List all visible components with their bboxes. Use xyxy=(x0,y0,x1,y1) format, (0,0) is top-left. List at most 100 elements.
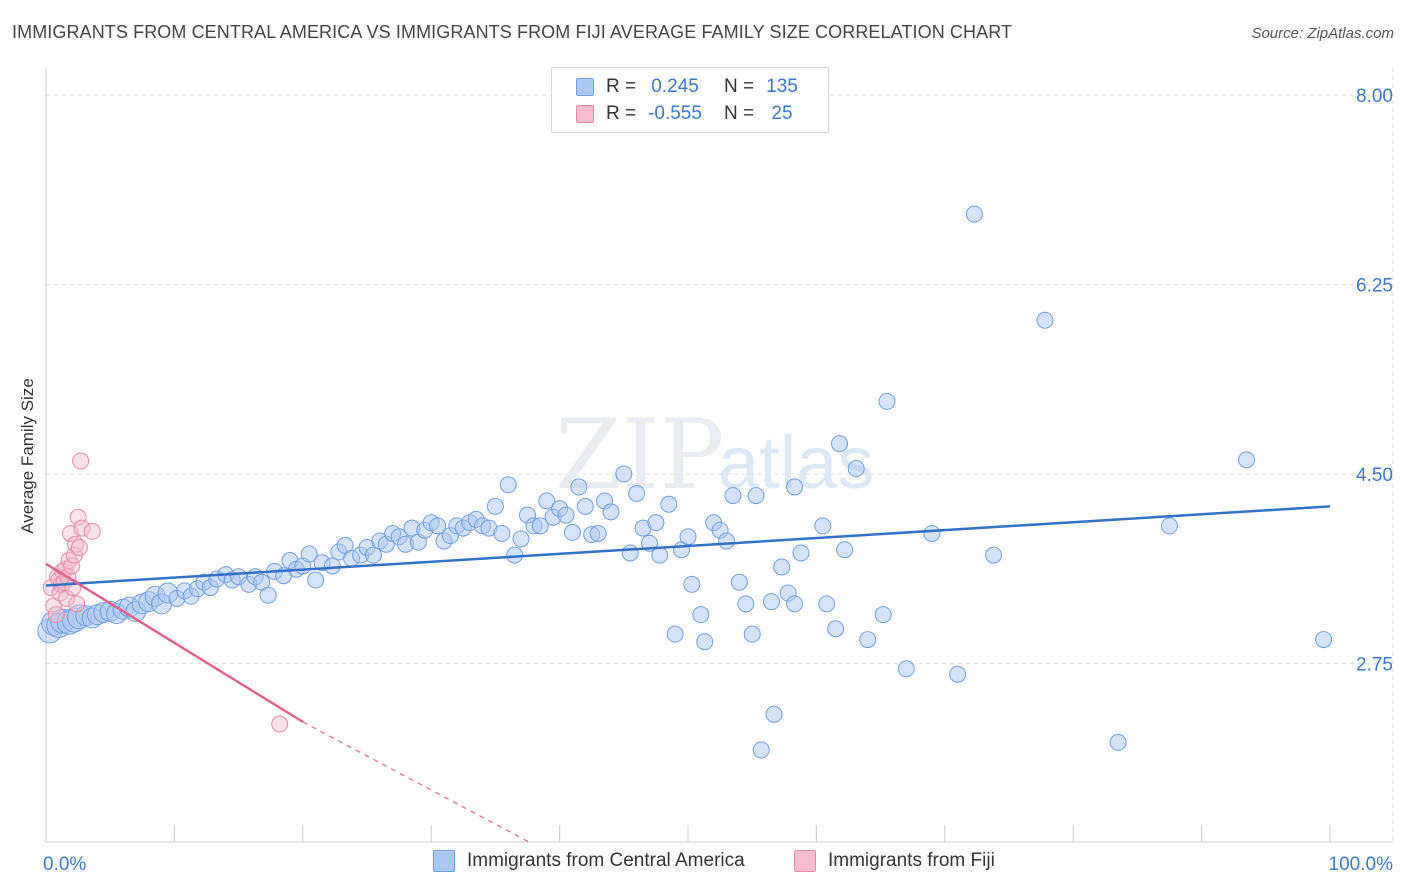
bottom-legend-fiji: Immigrants from Fiji xyxy=(794,850,995,872)
central-america-point xyxy=(878,392,896,410)
central-america-point xyxy=(486,497,504,515)
bottom-legend-swatch-central-america xyxy=(433,850,455,872)
bottom-legend-label-central-america: Immigrants from Central America xyxy=(467,850,745,871)
central-america-point xyxy=(300,545,318,563)
central-america-point xyxy=(259,586,277,604)
y-tick-label: 2.75 xyxy=(1356,654,1393,675)
central-america-point xyxy=(589,524,607,542)
central-america-point xyxy=(364,546,382,564)
bottom-legend-swatch-fiji xyxy=(794,850,816,872)
central-america-point xyxy=(923,524,941,542)
fiji-point xyxy=(73,519,91,537)
central-america-point xyxy=(307,571,325,589)
central-america-point xyxy=(897,660,915,678)
central-america-point xyxy=(1161,517,1178,535)
x-tick-labels: 0.0% 100.0% xyxy=(43,854,1393,875)
central-america-point xyxy=(570,478,588,496)
central-america-trend-line xyxy=(45,505,1331,587)
central-america-point xyxy=(718,532,736,550)
central-america-point xyxy=(762,593,780,611)
central-america-point xyxy=(615,465,633,483)
legend-swatch-fiji xyxy=(576,105,594,123)
fiji-point xyxy=(271,715,289,733)
fiji-point xyxy=(58,589,76,607)
central-america-point xyxy=(847,460,865,478)
central-america-point xyxy=(696,633,714,651)
central-america-point xyxy=(563,523,581,541)
central-america-point xyxy=(647,514,665,532)
x-tick-label-max: 100.0% xyxy=(1329,854,1394,875)
grid-lines xyxy=(46,68,1394,842)
central-america-point xyxy=(679,528,697,546)
central-america-point xyxy=(499,476,517,494)
central-america-point xyxy=(666,625,684,643)
central-america-point xyxy=(985,546,1003,564)
y-tick-label: 4.50 xyxy=(1356,465,1393,486)
central-america-point xyxy=(827,620,845,638)
central-america-point xyxy=(683,575,701,593)
central-america-point xyxy=(512,530,530,548)
fiji-trend-extension xyxy=(302,721,530,843)
y-tick-label: 6.25 xyxy=(1356,276,1393,297)
fiji-point xyxy=(64,579,82,597)
central-america-point xyxy=(831,435,849,453)
central-america-point xyxy=(576,497,594,515)
central-america-point xyxy=(651,546,669,564)
central-america-point xyxy=(621,544,639,562)
legend-row-central-america: R = 0.245 N = 135 xyxy=(576,74,808,100)
central-america-point xyxy=(692,606,710,624)
fiji-point xyxy=(68,595,86,613)
fiji-point xyxy=(83,522,101,540)
central-america-point xyxy=(786,478,804,496)
central-america-point xyxy=(531,517,549,535)
central-america-point xyxy=(949,665,967,683)
bottom-legend-label-fiji: Immigrants from Fiji xyxy=(828,850,995,871)
central-america-point xyxy=(814,517,832,535)
central-america-point xyxy=(859,631,877,649)
legend-row-fiji: R = -0.555 N = 25 xyxy=(576,101,808,127)
central-america-point xyxy=(730,573,748,591)
central-america-point xyxy=(323,557,341,575)
central-america-point xyxy=(1238,451,1256,469)
fiji-point xyxy=(72,452,90,470)
source-attribution: Source: ZipAtlas.com xyxy=(1251,25,1394,42)
fiji-trend-line xyxy=(45,562,304,723)
central-america-point xyxy=(792,544,810,562)
central-america-point xyxy=(557,506,575,524)
central-america-point xyxy=(786,595,804,613)
central-america-point xyxy=(1315,631,1333,649)
central-america-point xyxy=(818,595,836,613)
central-america-point xyxy=(724,487,742,505)
chart-title: IMMIGRANTS FROM CENTRAL AMERICA VS IMMIG… xyxy=(12,22,1013,42)
legend-r-label: R = xyxy=(606,76,637,97)
fiji-point xyxy=(69,508,87,526)
central-america-point xyxy=(752,741,770,759)
legend-n-value: 25 xyxy=(771,103,793,124)
central-america-point xyxy=(965,205,983,223)
legend-n-label: N = xyxy=(724,103,755,124)
central-america-point xyxy=(493,524,511,542)
y-tick-label: 8.00 xyxy=(1356,86,1393,107)
central-america-point xyxy=(628,484,646,502)
central-america-point xyxy=(660,495,678,513)
fiji-point xyxy=(70,539,88,557)
central-america-point xyxy=(765,705,783,723)
x-tick-label-min: 0.0% xyxy=(43,854,86,875)
axes xyxy=(45,68,1393,843)
y-tick-labels: 2.75 4.50 6.25 8.00 xyxy=(1356,86,1393,675)
central-america-point xyxy=(737,595,755,613)
fiji-point xyxy=(63,557,81,575)
central-america-point xyxy=(773,558,791,576)
central-america-point xyxy=(429,517,447,535)
central-america-point xyxy=(1109,733,1127,751)
central-america-point xyxy=(743,625,761,643)
central-america-point xyxy=(602,503,620,521)
legend-n-label: N = xyxy=(724,76,755,97)
bottom-legend-central-america: Immigrants from Central America xyxy=(433,850,745,872)
central-america-point xyxy=(836,541,854,559)
central-america-point xyxy=(747,487,765,505)
legend-r-value: 0.245 xyxy=(651,76,699,97)
fiji-point xyxy=(47,606,65,624)
legend-swatch-central-america xyxy=(576,78,594,96)
legend-r-label: R = xyxy=(606,103,637,124)
